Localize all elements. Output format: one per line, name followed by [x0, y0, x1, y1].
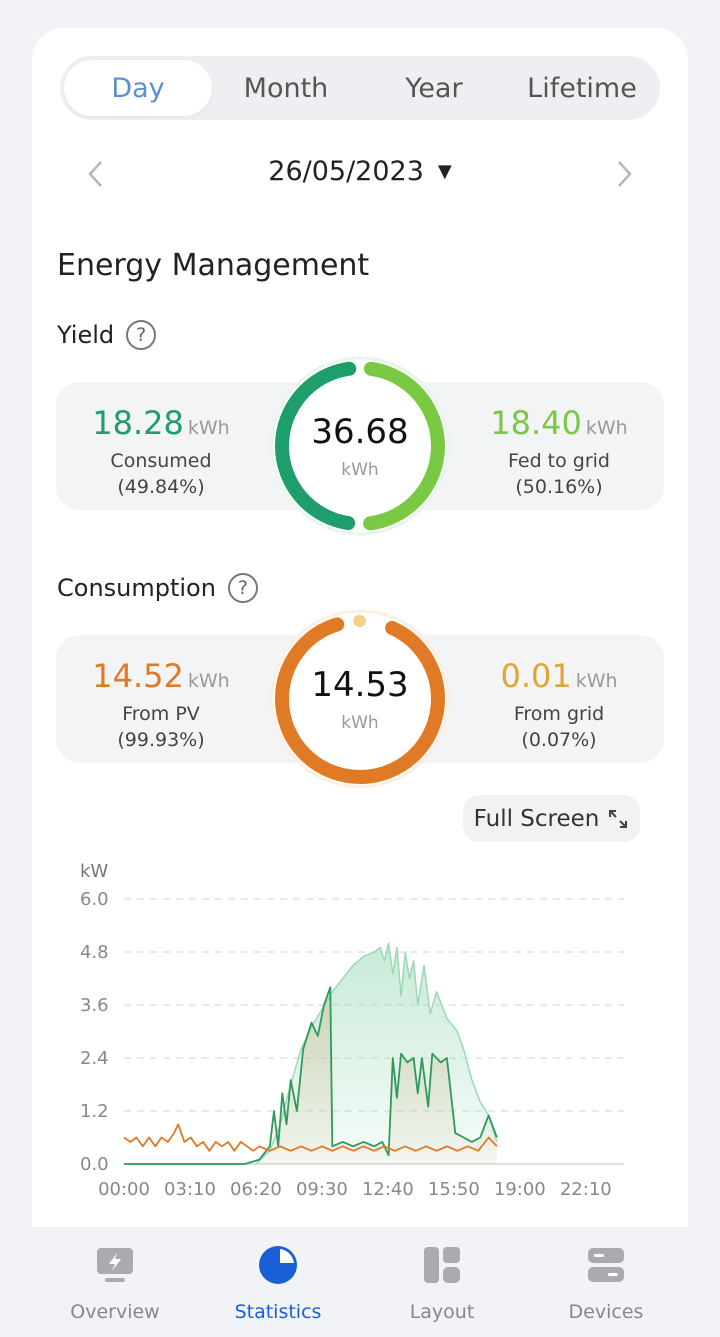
yield-ring: 36.68 kWh: [270, 356, 450, 536]
series-line: [123, 1123, 498, 1152]
yield-fed-to-grid: 18.40 kWh Fed to grid (50.16%): [454, 404, 664, 500]
y-tick-label: 3.6: [80, 995, 109, 1016]
yield-total-unit: kWh: [341, 460, 379, 480]
nav-devices[interactable]: Devices: [536, 1245, 676, 1323]
consumed-unit: kWh: [187, 417, 230, 439]
chart-lines: [123, 942, 498, 1165]
x-tick-label: 00:00: [98, 1179, 150, 1200]
fed-label: Fed to grid: [507, 450, 610, 472]
x-tick-label: 06:20: [230, 1179, 282, 1200]
chevron-right-icon: [618, 161, 632, 187]
previous-date-button[interactable]: [74, 152, 118, 196]
series-area: [124, 987, 497, 1164]
nav-layout-label: Layout: [409, 1301, 475, 1323]
yield-arc-fed: [275, 361, 445, 531]
x-tick-label: 22:10: [560, 1179, 612, 1200]
yield-consumed: 18.28 kWh Consumed (49.84%): [56, 404, 266, 500]
x-tick-label: 19:00: [494, 1179, 546, 1200]
from-grid-unit: kWh: [575, 670, 618, 692]
consumption-arc-grid: [276, 615, 444, 783]
from-pv-percent: (99.93%): [117, 729, 205, 751]
nav-devices-label: Devices: [568, 1301, 644, 1323]
y-axis-ticks: 0.0 1.2 2.4 3.6 4.8 6.0: [80, 889, 109, 1175]
fed-percent: (50.16%): [515, 476, 603, 498]
help-icon[interactable]: ?: [126, 320, 157, 350]
x-tick-label: 15:50: [428, 1179, 480, 1200]
next-date-button[interactable]: [602, 152, 646, 196]
y-tick-label: 1.2: [80, 1101, 109, 1122]
nav-overview-label: Overview: [70, 1301, 160, 1323]
from-pv-unit: kWh: [187, 670, 230, 692]
from-pv-value: 14.52: [92, 657, 184, 695]
y-tick-label: 2.4: [80, 1048, 109, 1069]
monitor-bolt-icon: [97, 1248, 133, 1282]
power-chart[interactable]: kW 0.0 1.2 2.4 3.6 4.8 6.0 00:00 03:10 06:20 09:…: [0, 850, 720, 1210]
tab-lifetime[interactable]: Lifetime: [527, 72, 637, 104]
pie-chart-icon: [259, 1246, 297, 1284]
y-tick-label: 4.8: [80, 942, 109, 963]
consumption-total-unit: kWh: [341, 713, 379, 733]
bottom-nav: Overview Statistics Layout Devices: [0, 1227, 720, 1337]
consumption-from-grid: 0.01 kWh From grid (0.07%): [454, 657, 664, 753]
full-screen-label: Full Screen: [473, 805, 600, 832]
consumption-total: 14.53: [311, 665, 409, 705]
caret-down-icon: ▼: [437, 161, 452, 182]
from-grid-value: 0.01: [500, 657, 572, 695]
y-tick-label: 6.0: [80, 889, 109, 910]
section-title: Energy Management: [57, 248, 370, 283]
consumed-value: 18.28: [92, 404, 184, 442]
from-grid-label: From grid: [513, 703, 605, 725]
consumed-percent: (49.84%): [117, 476, 205, 498]
consumption-ring-chart: [270, 609, 450, 789]
date-value: 26/05/2023: [268, 156, 424, 187]
tab-day[interactable]: Day: [64, 60, 212, 116]
yield-total: 36.68: [311, 412, 409, 452]
consumption-arc-pv: [275, 614, 445, 784]
chart-areas: [124, 943, 497, 1164]
date-picker[interactable]: 26/05/2023 ▼: [60, 156, 660, 187]
consumption-from-pv: 14.52 kWh From PV (99.93%): [56, 657, 266, 753]
nav-layout[interactable]: Layout: [372, 1245, 512, 1323]
y-tick-label: 0.0: [80, 1154, 109, 1175]
tab-month[interactable]: Month: [243, 72, 329, 104]
series-line: [124, 986, 498, 1165]
nav-overview[interactable]: Overview: [45, 1245, 185, 1323]
x-tick-label: 09:30: [296, 1179, 348, 1200]
consumed-label: Consumed: [110, 450, 212, 472]
series-line: [255, 942, 498, 1165]
x-tick-label: 03:10: [164, 1179, 216, 1200]
from-grid-percent: (0.07%): [521, 729, 597, 751]
devices-stack-icon: [588, 1248, 624, 1282]
yield-label: Yield ?: [57, 320, 157, 350]
consumption-label-text: Consumption: [57, 574, 216, 602]
full-screen-button[interactable]: Full Screen: [463, 795, 640, 842]
fed-unit: kWh: [585, 417, 628, 439]
nav-statistics-label: Statistics: [234, 1301, 322, 1323]
x-axis-ticks: 00:00 03:10 06:20 09:30 12:40 15:50 19:00 22:10: [98, 1179, 612, 1200]
fed-value: 18.40: [490, 404, 582, 442]
yield-arc-consumed: [275, 361, 445, 531]
consumption-label: Consumption ?: [57, 573, 258, 603]
nav-statistics[interactable]: Statistics: [208, 1245, 348, 1323]
date-selector: 26/05/2023 ▼: [60, 146, 660, 202]
expand-icon: [609, 809, 628, 828]
yield-ring-chart: [270, 356, 450, 536]
x-tick-label: 12:40: [362, 1179, 414, 1200]
chevron-left-icon: [88, 161, 102, 187]
help-icon[interactable]: ?: [227, 573, 258, 603]
consumption-ring: 14.53 kWh: [270, 609, 450, 789]
tab-year[interactable]: Year: [405, 72, 463, 104]
yield-label-text: Yield: [57, 321, 115, 349]
y-axis-label: kW: [80, 861, 108, 882]
layout-grid-icon: [424, 1247, 460, 1283]
period-tabs: Day Month Year Lifetime: [60, 56, 660, 120]
from-pv-label: From PV: [122, 703, 200, 725]
